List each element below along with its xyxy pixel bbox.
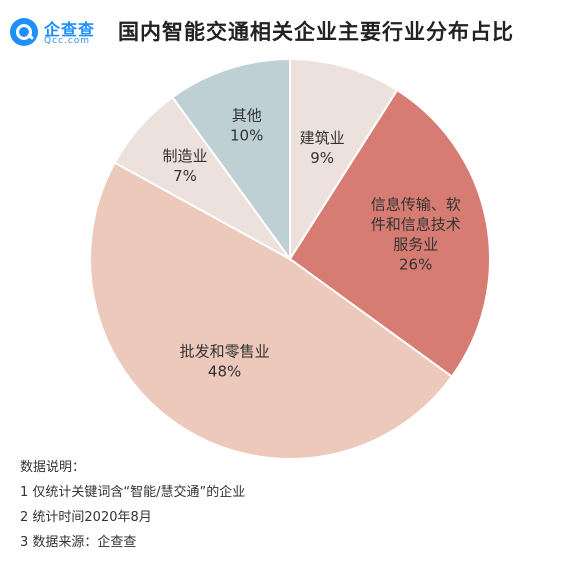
brand-logo: 企查查 Qcc.com [10,14,110,54]
notes-heading: 数据说明： [20,460,86,475]
logo-name: 企查查 [44,20,96,39]
slice-name-label-3: 批发和零售业 [180,343,270,361]
slice-value-label-2: 26% [399,256,432,274]
pie-slice-3 [89,161,454,460]
slice-value-label-5: 10% [230,126,263,144]
logo-subtitle: Qcc.com [44,36,91,46]
pie-slices [89,57,491,460]
chart-title: 国内智能交通相关企业主要行业分布占比 [118,20,514,44]
pie-slice-1 [289,57,399,263]
data-notes: 数据说明： 1 仅统计关键词含“智能/慧交通”的企业 2 统计时间2020年8月… [20,458,245,558]
slice-value-label-3: 48% [208,363,241,381]
slice-name-label-2: 件和信息技术 [371,216,461,234]
note-item-1: 1 仅统计关键词含“智能/慧交通”的企业 [20,485,246,500]
slice-name-label-2: 服务业 [393,236,438,254]
pie-slice-5 [171,57,291,263]
slice-name-label-5: 其他 [232,106,262,124]
note-item-3: 3 数据来源：企查查 [20,535,137,550]
slice-value-label-1: 9% [310,149,334,167]
note-item-2: 2 统计时间2020年8月 [20,510,152,525]
slice-name-label-2: 信息传输、软 [371,196,461,214]
slice-value-label-4: 7% [173,167,197,185]
slice-name-label-4: 制造业 [162,147,207,165]
pie-slice-2 [288,88,491,378]
header: 企查查 Qcc.com 国内智能交通相关企业主要行业分布占比 [0,0,580,60]
slice-name-label-1: 建筑业 [300,129,345,147]
logo-search-icon [10,18,38,46]
